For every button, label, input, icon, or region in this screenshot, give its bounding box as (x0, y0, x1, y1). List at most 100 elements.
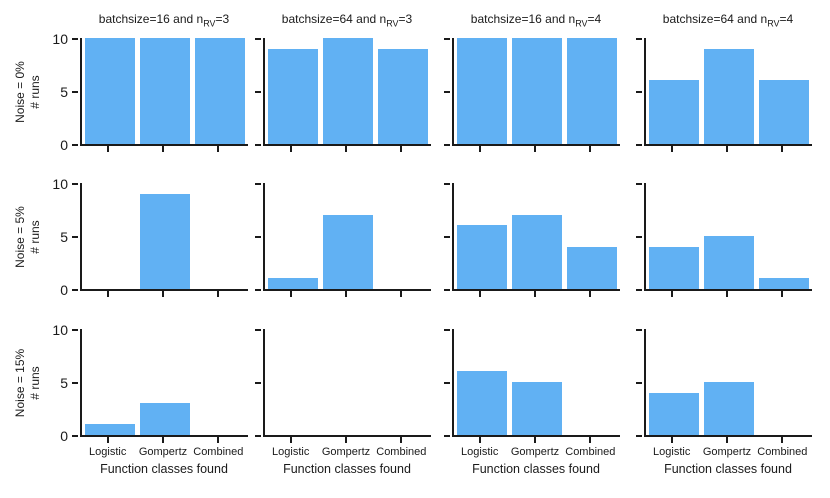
bar-combined (567, 246, 618, 289)
y-tick (444, 91, 450, 93)
x-tick (589, 291, 592, 297)
bar-logistic (84, 424, 135, 435)
bar-logistic (456, 371, 507, 435)
bar-gompertz (140, 38, 190, 144)
plot-area (263, 183, 431, 291)
x-tick (345, 291, 347, 297)
bar-combined (378, 48, 429, 144)
col-title-pre: batchsize=16 and n (98, 12, 204, 26)
y-tick (255, 38, 261, 40)
y-tick (72, 91, 78, 93)
x-tick (781, 146, 784, 152)
bar-logistic (456, 225, 507, 289)
bar-gompertz (512, 214, 562, 289)
bar-logistic (648, 392, 699, 435)
y-tick (255, 144, 261, 146)
y-tick-label: 0 (60, 282, 68, 298)
y-tick-label: 5 (60, 375, 68, 391)
subplot-r0-c0: batchsize=16 and nRV=3 10 5 0 (52, 12, 248, 153)
col-title-sub: RV (203, 18, 216, 29)
bar-gompertz (512, 382, 562, 435)
y-tick (444, 144, 450, 146)
plot-area (452, 183, 620, 291)
bar-logistic (267, 278, 318, 289)
bar-combined (759, 278, 810, 289)
y-tick (72, 435, 78, 437)
col-title: batchsize=16 and nRV=3 (80, 12, 248, 29)
x-tick (589, 146, 592, 152)
bar-gompertz (512, 38, 562, 144)
bar-logistic (456, 38, 507, 144)
bar-gompertz (323, 214, 373, 289)
plot-area (263, 38, 431, 146)
subplot-r0-c1: batchsize=64 and nRV=3 (255, 12, 431, 152)
x-tick (781, 437, 784, 443)
y-tick-label: 10 (52, 31, 68, 47)
bar-logistic (648, 246, 699, 289)
x-tick (670, 146, 673, 152)
y-tick (636, 91, 642, 93)
y-tick (255, 435, 261, 437)
plot-area (644, 38, 812, 146)
subplot-r2-c0: 10 5 0 Logistic Gompertz Combined Function cla… (52, 322, 248, 476)
x-tick (106, 437, 109, 443)
y-tick (444, 435, 450, 437)
x-tick (289, 437, 292, 443)
x-tick (726, 291, 728, 297)
x-axis-label: Function classes found (664, 462, 792, 476)
bar-logistic (648, 80, 699, 144)
bar-gompertz (140, 403, 190, 435)
x-tick-label: Logistic (272, 446, 310, 458)
col-title: batchsize=64 and nRV=4 (644, 12, 812, 28)
col-title-pre: batchsize=64 and n (281, 12, 387, 26)
y-tick (72, 144, 78, 146)
y-tick (72, 38, 78, 40)
bar-logistic (84, 38, 135, 144)
x-axis-label: Function classes found (472, 462, 600, 476)
x-tick-label: Combined (565, 446, 616, 458)
y-tick (636, 183, 642, 185)
y-tick-label: 10 (52, 322, 68, 338)
x-tick (162, 437, 164, 443)
y-tick (444, 289, 450, 291)
plot-area (80, 38, 248, 146)
y-tick (72, 329, 78, 331)
x-tick (162, 291, 164, 297)
subplot-r2-c2: Logistic Gompertz Combined Function classes… (444, 329, 620, 476)
y-tick (255, 91, 261, 93)
x-tick-label: Combined (193, 446, 244, 458)
subplot-r2-c3: Logistic Gompertz Combined Function classes… (636, 329, 812, 476)
bar-combined (195, 38, 246, 144)
y-tick (636, 329, 642, 331)
y-tick (636, 236, 642, 238)
x-tick-label: Logistic (461, 446, 499, 458)
col-title-pre: batchsize=16 and n (470, 12, 576, 26)
x-axis-label: Function classes found (100, 462, 228, 476)
y-tick (255, 382, 261, 384)
x-tick (289, 146, 292, 152)
col-title-post: =4 (587, 12, 602, 26)
x-tick-label: Gompertz (321, 446, 371, 458)
row-label-line1: Noise = 0% (13, 61, 27, 123)
bar-gompertz (140, 193, 190, 289)
plot-area (644, 183, 812, 291)
x-tick (726, 437, 728, 443)
x-axis-label: Function classes found (283, 462, 411, 476)
subplot-r1-c3 (636, 183, 812, 297)
col-title: batchsize=64 and nRV=3 (263, 12, 431, 29)
bar-combined (759, 80, 810, 144)
x-tick (670, 291, 673, 297)
x-tick (478, 291, 481, 297)
plot-area (263, 329, 431, 437)
col-title-post: =3 (215, 12, 230, 26)
plot-area (452, 38, 620, 146)
x-tick (400, 437, 403, 443)
y-tick (72, 382, 78, 384)
col-title-sub: RV (386, 18, 399, 29)
x-tick (670, 437, 673, 443)
x-tick-label: Gompertz (138, 446, 188, 458)
subplot-r1-c0: 10 5 0 (52, 176, 248, 298)
y-tick (636, 382, 642, 384)
y-tick (255, 329, 261, 331)
row-label-line1: Noise = 5% (13, 206, 27, 268)
